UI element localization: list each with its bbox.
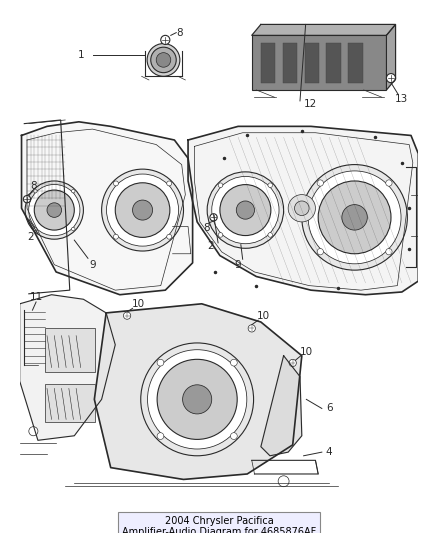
Text: 11: 11	[29, 293, 43, 302]
Text: 8: 8	[177, 28, 183, 38]
Text: 8: 8	[30, 181, 37, 190]
Circle shape	[124, 312, 131, 319]
Circle shape	[218, 183, 223, 188]
Circle shape	[148, 350, 247, 449]
Circle shape	[289, 359, 297, 367]
Circle shape	[113, 235, 118, 239]
Circle shape	[115, 183, 170, 237]
Text: 9: 9	[235, 260, 241, 270]
Circle shape	[386, 248, 392, 255]
Circle shape	[157, 359, 164, 366]
Circle shape	[207, 172, 284, 248]
Text: 9: 9	[89, 260, 96, 270]
Polygon shape	[94, 304, 302, 480]
Circle shape	[71, 189, 75, 193]
Circle shape	[29, 426, 38, 436]
Bar	[348, 43, 363, 83]
Text: 10: 10	[131, 299, 145, 309]
Bar	[326, 43, 341, 83]
Polygon shape	[188, 126, 418, 295]
Text: 2004 Chrysler Pacifica
Amplifier-Audio Diagram for 4685876AF: 2004 Chrysler Pacifica Amplifier-Audio D…	[122, 516, 316, 533]
Circle shape	[167, 235, 172, 239]
Circle shape	[106, 174, 179, 246]
Circle shape	[302, 165, 407, 270]
Text: 8: 8	[203, 223, 209, 233]
Bar	[45, 384, 95, 422]
Circle shape	[157, 359, 237, 439]
Circle shape	[268, 183, 272, 188]
Text: 2: 2	[27, 232, 34, 243]
Circle shape	[71, 227, 75, 231]
Text: 2: 2	[208, 241, 214, 252]
Text: 13: 13	[395, 94, 409, 104]
Text: 10: 10	[300, 347, 313, 357]
Circle shape	[167, 181, 172, 186]
Circle shape	[161, 35, 170, 44]
Text: 12: 12	[304, 99, 318, 109]
Circle shape	[157, 433, 164, 439]
Circle shape	[113, 181, 118, 186]
Circle shape	[317, 180, 323, 186]
Circle shape	[268, 232, 272, 237]
Circle shape	[133, 200, 152, 220]
Circle shape	[210, 214, 217, 221]
Polygon shape	[261, 356, 302, 456]
Circle shape	[318, 181, 391, 254]
Circle shape	[156, 53, 171, 67]
Text: 6: 6	[326, 403, 332, 414]
Circle shape	[288, 195, 315, 222]
Bar	[283, 43, 297, 83]
Circle shape	[218, 232, 223, 237]
Circle shape	[151, 47, 176, 72]
Circle shape	[147, 44, 180, 76]
Text: 4: 4	[326, 447, 332, 457]
Bar	[304, 43, 319, 83]
Circle shape	[230, 359, 237, 366]
Circle shape	[25, 181, 83, 239]
Circle shape	[47, 203, 62, 217]
Circle shape	[236, 201, 254, 219]
Circle shape	[230, 433, 237, 439]
Text: 10: 10	[257, 311, 270, 321]
Circle shape	[308, 171, 401, 264]
Circle shape	[28, 184, 80, 236]
Circle shape	[212, 176, 279, 244]
Circle shape	[141, 343, 254, 456]
Circle shape	[294, 201, 309, 215]
Circle shape	[317, 248, 323, 255]
Polygon shape	[252, 25, 396, 35]
Bar	[252, 35, 386, 90]
Circle shape	[102, 169, 184, 251]
Circle shape	[23, 196, 31, 203]
Circle shape	[278, 476, 289, 487]
Text: 1: 1	[78, 51, 85, 60]
Bar	[261, 43, 276, 83]
Circle shape	[342, 205, 367, 230]
Circle shape	[220, 184, 271, 236]
Circle shape	[34, 189, 37, 193]
Circle shape	[34, 190, 74, 230]
Circle shape	[34, 227, 37, 231]
Polygon shape	[20, 295, 115, 440]
Circle shape	[183, 385, 212, 414]
Polygon shape	[21, 122, 193, 295]
Circle shape	[386, 74, 396, 83]
Circle shape	[248, 325, 255, 332]
Polygon shape	[386, 25, 396, 90]
Circle shape	[386, 180, 392, 186]
Bar	[45, 328, 95, 372]
